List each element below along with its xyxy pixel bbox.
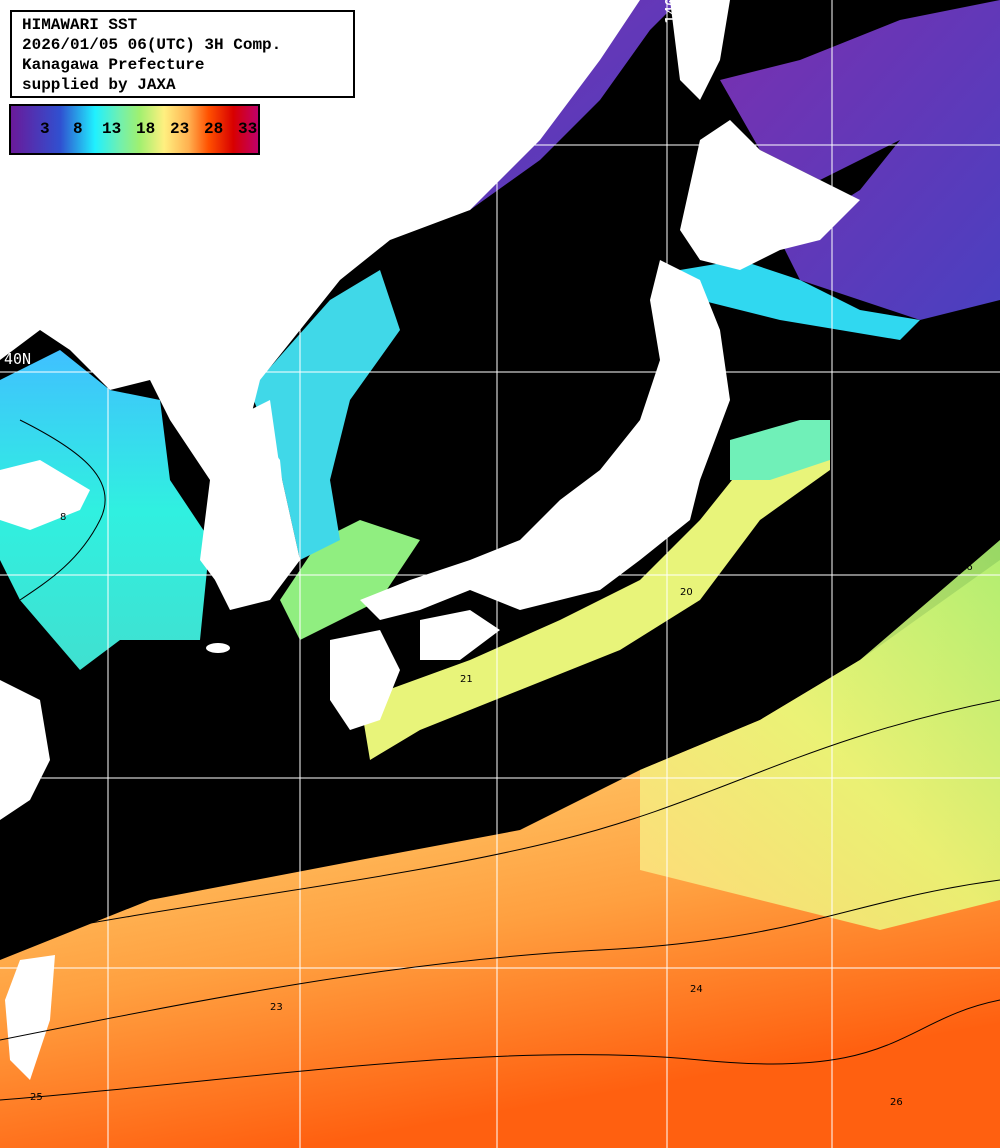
- land-sakhalin: [670, 0, 730, 100]
- contour-label: 20: [680, 587, 693, 598]
- isotherms: [0, 419, 1000, 1101]
- legend-tick: 13: [102, 120, 122, 138]
- title-box: HIMAWARI SST 2026/01/05 06(UTC) 3H Comp.…: [10, 10, 355, 98]
- isotherm: [0, 879, 1000, 1041]
- contour-label: 23: [270, 1002, 283, 1013]
- lat-label-40n: 40N: [4, 350, 32, 368]
- contour-label: 8: [60, 512, 66, 523]
- land-shandong: [0, 460, 90, 530]
- legend-tick: 33: [238, 120, 258, 138]
- land-taiwan: [5, 955, 55, 1080]
- sst-region-east-korea: [250, 270, 400, 560]
- contour-label: 24: [690, 984, 703, 995]
- color-scale-legend: 3 8 13 18 23 28 33: [9, 104, 260, 155]
- contour-label: 26: [890, 1097, 903, 1108]
- land-jeju: [206, 643, 230, 653]
- contour-label: 21: [460, 674, 473, 685]
- sst-region-kuroshio: [360, 420, 830, 760]
- isotherm: [0, 699, 1000, 941]
- legend-tick: 3: [40, 120, 50, 138]
- contour-labels: 20 21 23 24 25 26 16 8: [30, 512, 973, 1108]
- data-credit: supplied by JAXA: [22, 76, 176, 94]
- isotherm: [0, 999, 1000, 1101]
- land-hokkaido: [680, 120, 860, 270]
- product-title: HIMAWARI SST: [22, 16, 138, 34]
- observation-datetime: 2026/01/05 06(UTC) 3H Comp.: [22, 36, 282, 54]
- sst-region-yellow-sea: [0, 350, 210, 670]
- lat-label-30n: 30N: [4, 758, 32, 776]
- contour-label: 25: [30, 1092, 43, 1103]
- legend-tick: 28: [204, 120, 224, 138]
- legend-tick: 23: [170, 120, 190, 138]
- sst-region-pacific-north: [680, 260, 920, 340]
- land-kyushu: [330, 630, 400, 730]
- legend-tick: 18: [136, 120, 156, 138]
- lon-label-140e: 140E: [662, 0, 680, 24]
- contour-label: 16: [960, 562, 973, 573]
- sst-region-sanriku: [730, 420, 830, 480]
- land-china-coast: [0, 680, 50, 820]
- sst-region-east: [640, 540, 1000, 930]
- land-shikoku: [420, 610, 500, 660]
- isotherm: [19, 419, 106, 601]
- land-honshu: [360, 260, 730, 620]
- land-korea: [215, 400, 300, 610]
- legend-tick: 8: [73, 120, 83, 138]
- region-name: Kanagawa Prefecture: [22, 56, 205, 74]
